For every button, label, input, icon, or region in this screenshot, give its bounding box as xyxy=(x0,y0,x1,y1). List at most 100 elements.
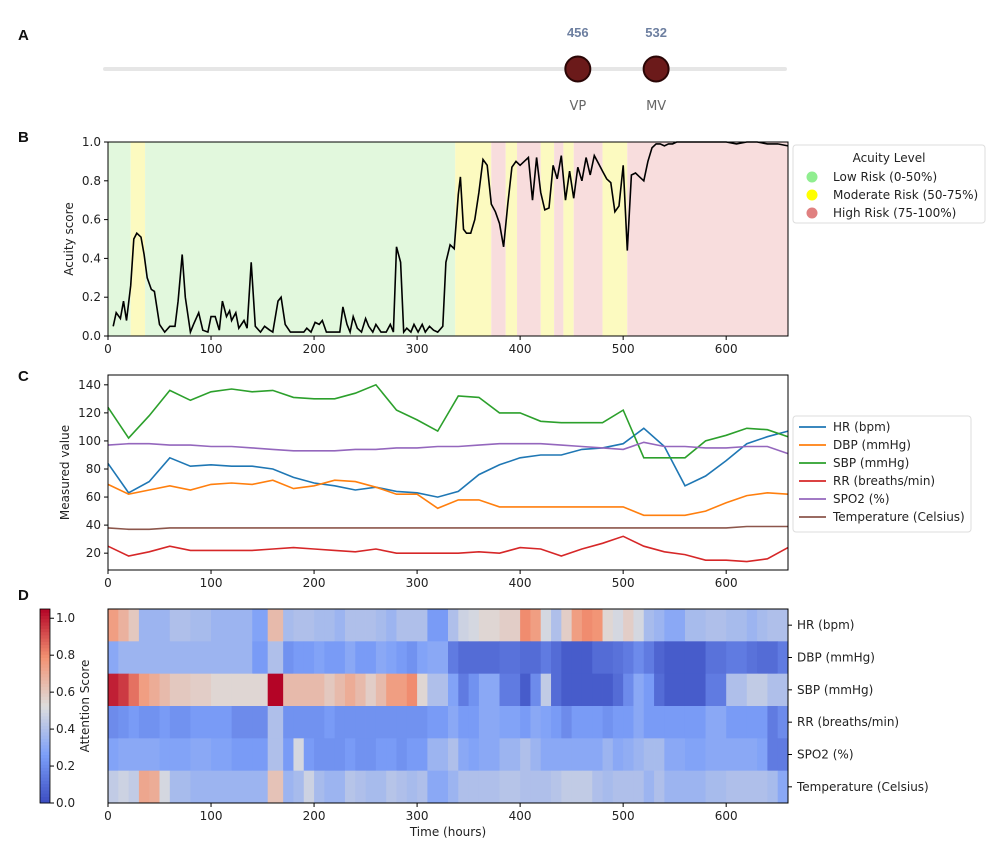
heatmap-cell xyxy=(633,738,645,772)
heatmap-cell xyxy=(540,706,552,739)
heatmap-cell xyxy=(417,609,428,642)
heatmap-row-label: SPO2 (%) xyxy=(797,748,854,762)
heatmap-cell xyxy=(767,770,779,804)
heatmap-cell xyxy=(355,738,366,772)
heatmap-cell xyxy=(406,738,418,772)
heatmap-cell xyxy=(283,706,294,739)
heatmap-cell xyxy=(375,770,387,804)
heatmap-cell xyxy=(530,770,542,804)
heatmap-cell xyxy=(757,770,768,804)
heatmap-cell xyxy=(654,609,665,642)
colorbar-segment xyxy=(40,731,50,736)
colorbar-segment xyxy=(40,783,50,788)
heatmap-cell xyxy=(592,641,603,675)
heatmap-cell xyxy=(530,641,542,675)
vitals-xtick-label: 100 xyxy=(200,576,223,590)
colorbar-segment xyxy=(40,786,50,791)
heatmap-cell xyxy=(365,706,377,739)
heatmap-cell xyxy=(458,738,470,772)
heatmap-cell xyxy=(561,706,573,739)
colorbar-segment xyxy=(40,651,50,655)
heatmap-cell xyxy=(108,641,119,675)
colorbar-segment xyxy=(40,657,50,662)
heatmap-cell xyxy=(551,770,562,804)
colorbar-segment xyxy=(40,751,50,755)
acuity-legend-swatch xyxy=(806,171,818,183)
vitals-series-line xyxy=(107,535,789,563)
colorbar-segment xyxy=(40,676,50,681)
heatmap-cell xyxy=(344,641,356,675)
colorbar-segment xyxy=(40,673,50,678)
heatmap-cell xyxy=(128,770,140,804)
heatmap-cell xyxy=(478,641,500,675)
heatmap-cell xyxy=(664,641,686,675)
heatmap-cell xyxy=(654,673,665,707)
heatmap-cell xyxy=(705,738,727,772)
heatmap-cell xyxy=(283,641,294,675)
heatmap-cell xyxy=(267,609,284,642)
acuity-legend-entry: Low Risk (0-50%) xyxy=(833,170,937,184)
heatmap-cell xyxy=(664,609,686,642)
heatmap-cell xyxy=(684,609,706,642)
heatmap-cell xyxy=(314,770,325,804)
heatmap-cell xyxy=(726,641,748,675)
heatmap-cell xyxy=(406,706,418,739)
heatmap-cell xyxy=(592,706,603,739)
heatmap-xtick-label: 100 xyxy=(200,809,223,823)
heatmap-cell xyxy=(478,706,500,739)
heatmap-cell xyxy=(149,706,160,739)
acuity-ytick-label: 0.4 xyxy=(82,251,101,265)
heatmap-cell xyxy=(355,706,366,739)
heatmap-cell xyxy=(344,770,356,804)
heatmap-cell xyxy=(530,706,542,739)
heatmap-cell xyxy=(684,706,706,739)
colorbar-segment xyxy=(40,654,50,658)
colorbar-segment xyxy=(40,712,50,717)
vitals-series-line xyxy=(107,427,789,498)
heatmap-cell xyxy=(643,673,655,707)
heatmap-cell xyxy=(623,738,634,772)
heatmap-cell xyxy=(746,641,758,675)
vitals-legend-entry: Temperature (Celsius) xyxy=(832,510,965,524)
heatmap-cell xyxy=(777,641,789,675)
heatmap-cell xyxy=(159,706,171,739)
heatmap-cell xyxy=(365,738,377,772)
colorbar-frame xyxy=(39,608,51,804)
heatmap-cell xyxy=(757,609,768,642)
heatmap-cell xyxy=(427,609,449,642)
acuity-region-high xyxy=(491,142,506,336)
vitals-ytick-label: 60 xyxy=(86,490,101,504)
acuity-ytick-label: 0.8 xyxy=(82,174,101,188)
heatmap-row-label: RR (breaths/min) xyxy=(797,715,899,729)
heatmap-cell xyxy=(417,770,428,804)
heatmap-cell xyxy=(478,770,500,804)
heatmap-cell xyxy=(540,673,552,707)
heatmap-cell xyxy=(128,641,140,675)
heatmap-cell xyxy=(561,641,573,675)
heatmap-cell xyxy=(602,673,614,707)
colorbar-segment xyxy=(40,663,50,668)
colorbar-segment xyxy=(40,667,50,671)
heatmap-cell xyxy=(612,706,624,739)
heatmap-cell xyxy=(520,770,531,804)
heatmap-cell xyxy=(314,673,325,707)
heatmap-cell xyxy=(231,738,253,772)
colorbar-segment xyxy=(40,799,50,804)
acuity-legend-title: Acuity Level xyxy=(853,151,926,165)
heatmap-xtick-label: 0 xyxy=(104,809,112,823)
vitals-ytick-label: 140 xyxy=(78,378,101,392)
vitals-chart: 0 100 200 300 400 500 600 20 40 60 80 100 120 140 Meas… xyxy=(58,374,972,590)
heatmap-xtick-label: 500 xyxy=(612,809,635,823)
colorbar-segment xyxy=(40,748,50,752)
heatmap-cell xyxy=(406,770,418,804)
heatmap-cell xyxy=(303,673,315,707)
acuity-axes-frame xyxy=(107,141,789,337)
heatmap-cell xyxy=(324,738,336,772)
acuity-xtick-label: 200 xyxy=(303,342,326,356)
heatmap-cell xyxy=(602,770,614,804)
heatmap-cell xyxy=(684,738,706,772)
heatmap-cell xyxy=(355,641,366,675)
heatmap-cell xyxy=(767,673,779,707)
heatmap-cell xyxy=(386,609,397,642)
heatmap-cell xyxy=(561,770,573,804)
